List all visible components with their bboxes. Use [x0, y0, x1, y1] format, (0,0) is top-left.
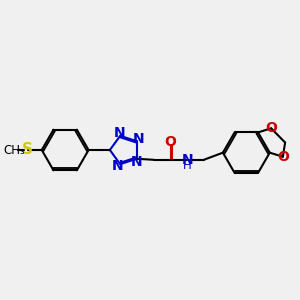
Text: N: N: [131, 155, 142, 169]
Text: N: N: [182, 153, 193, 167]
Text: O: O: [165, 135, 176, 149]
Text: N: N: [133, 132, 145, 146]
Text: CH₃: CH₃: [4, 143, 25, 157]
Text: N: N: [113, 126, 125, 140]
Text: O: O: [277, 150, 289, 164]
Text: N: N: [112, 159, 124, 173]
Text: S: S: [22, 142, 33, 158]
Text: H: H: [183, 159, 191, 172]
Text: O: O: [265, 121, 277, 135]
